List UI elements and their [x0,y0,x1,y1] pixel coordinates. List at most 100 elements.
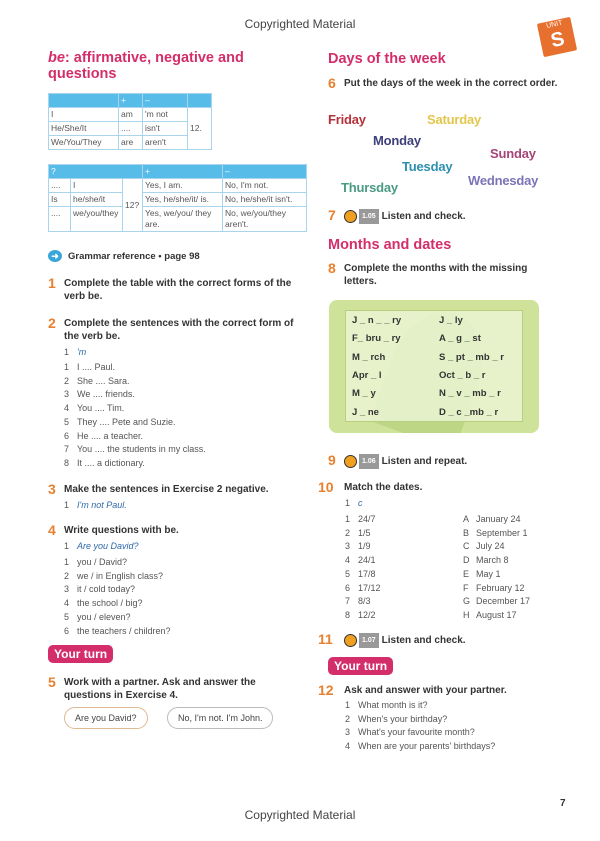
date-value: 24/1 [358,555,376,566]
day-word: Sunday [490,146,536,161]
list-item: 6 He .... a teacher. [64,431,143,442]
option-letter: E [463,568,470,579]
exercise-number: 6 [328,75,336,91]
instruction-text: Make the sentences in Exercise 2 negativ… [64,484,269,495]
instruction-text: Complete the months with the missing let… [344,263,528,287]
cell-merged: 12. [187,107,212,150]
item-text: I .... Paul. [77,362,116,372]
cell: Is [48,192,71,207]
exercise-instruction: Work with a partner. Ask and answer the … [64,676,304,702]
date-value: 24/7 [358,514,376,524]
cell: 'm not [142,107,188,122]
cell: Yes, I am. [142,178,224,193]
track-number: 1.07 [359,633,379,648]
cell: I [48,107,119,122]
exercise-number: 7 [328,207,336,223]
date-value: 8/3 [358,596,371,607]
your-turn-badge: Your turn [328,657,394,675]
grammar-reference-link[interactable]: ➜ Grammar reference • page 98 [48,250,200,262]
date-option: H August 17 [463,610,517,621]
item-number: 7 [64,444,70,455]
section-title: be: affirmative, negative and questions [48,50,308,82]
cell: We/You/They [48,135,119,150]
item-number: 1 [345,514,351,524]
month-puzzle: D _ c _mb _ r [439,406,499,418]
option-text: January 24 [476,514,521,524]
exercise-instruction: 1.06 Listen and repeat. [344,454,564,469]
cell: .... [48,206,71,232]
list-item: 6 the teachers / children? [64,626,171,637]
day-word: Tuesday [402,159,453,174]
example-text: Are you David? [77,541,139,551]
item-text: He .... a teacher. [77,430,144,441]
arrow-icon: ➜ [48,250,62,262]
list-item: 1 What month is it? [345,700,428,711]
exercise-instruction: Complete the months with the missing let… [344,262,559,288]
option-letter: B [463,527,470,538]
item-number: 5 [345,568,351,579]
list-item: 2 She .... Sara. [64,376,130,387]
item-text: the school / big? [77,598,143,609]
list-item: 3 it / cold today? [64,584,135,595]
exercise-instruction: Complete the table with the correct form… [64,277,304,303]
month-puzzle: Oct _ b _ r [439,369,486,381]
date-item: 2 1/5 [345,528,371,539]
list-item: 7 You .... the students in my class. [64,444,206,455]
date-value: 1/9 [358,541,371,552]
months-box: J _ n _ _ ry J _ ly F_ bru _ ry A _ g _ st M… [329,300,539,433]
cell: isn't [142,121,188,136]
instruction-text: Put the days of the week in the correct … [344,78,558,89]
cell: He/She/It [48,121,119,136]
item-number: 3 [64,584,70,595]
list-item: 5 They .... Pete and Suzie. [64,417,176,428]
month-puzzle: J _ ly [439,315,463,326]
item-text: We .... friends. [77,389,135,400]
list-item: 2 we / in English class? [64,571,163,582]
cell: No, I'm not. [222,178,308,193]
th [48,93,119,108]
option-text: December 17 [476,596,531,607]
grammar-reference-text: Grammar reference • page 98 [68,251,200,262]
exercise-instruction: Make the sentences in Exercise 2 negativ… [64,483,312,496]
item-number: 4 [345,741,351,752]
example-number: 1 [64,541,70,551]
item-text: we / in English class? [77,570,164,581]
option-text: September 1 [476,527,528,538]
exercise-instruction: Put the days of the week in the correct … [344,77,559,90]
item-text: it / cold today? [77,584,136,595]
date-option: F February 12 [463,583,525,594]
list-item: 8 It .... a dictionary. [64,458,145,469]
example-text: 'm [77,347,87,357]
item-number: 6 [64,625,70,636]
example-text: I'm not Paul. [77,500,127,510]
date-option: B September 1 [463,528,528,539]
copyright-footer: Copyrighted Material [244,808,356,822]
option-letter: G [463,596,471,607]
item-number: 1 [64,362,70,372]
example-answer: 1 Are you David? [64,541,139,552]
date-option: G December 17 [463,596,530,607]
your-turn-badge: Your turn [48,645,114,663]
list-item: 3 We .... friends. [64,389,135,400]
exercise-number: 12 [318,682,334,698]
date-item: 1 24/7 [345,514,376,525]
cell: am [118,107,143,122]
exercise-number: 2 [48,315,56,331]
item-number: 3 [345,727,351,738]
months-title: Months and dates [328,237,452,253]
option-letter: F [463,582,469,593]
instruction-text: Complete the sentences with the correct … [64,318,294,342]
cell: .... [48,178,71,193]
month-puzzle: S _ pt _ mb _ r [439,351,504,363]
title-rest: : affirmative, negative and questions [48,50,244,82]
unit-badge: UNIT S [536,16,578,58]
months-grid: J _ n _ _ ry J _ ly F_ bru _ ry A _ g _ st M… [345,310,523,422]
item-number: 2 [345,527,351,538]
month-puzzle: M _ y [352,388,376,400]
item-text: What's your favourite month? [358,727,475,738]
item-text: the teachers / children? [77,625,171,636]
item-text: What month is it? [358,700,428,710]
day-word: Monday [373,133,421,148]
example-number: 1 [345,498,351,508]
